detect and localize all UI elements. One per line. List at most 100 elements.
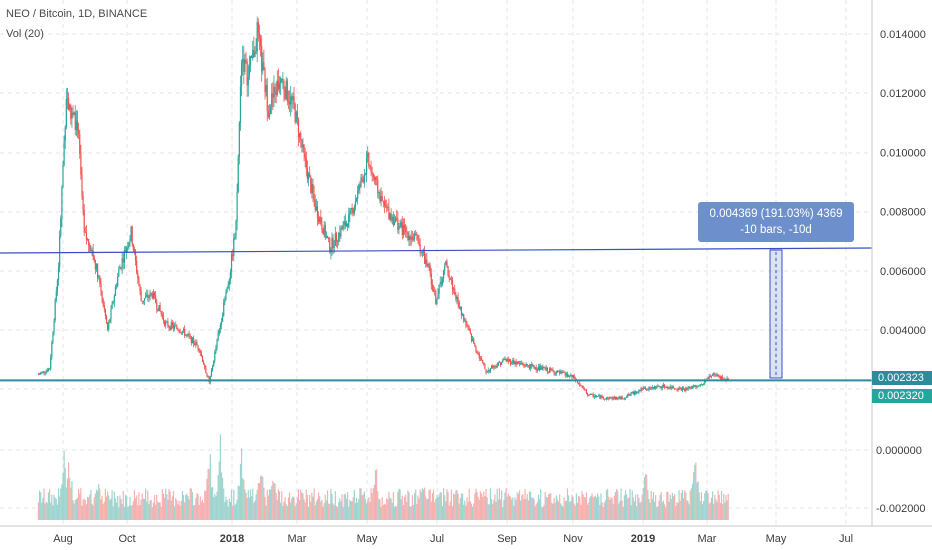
candle-body [565,373,567,376]
volume-bar [285,504,287,520]
volume-bar [148,503,150,520]
candle-body [59,235,61,268]
volume-bar [580,504,582,520]
volume-bar [564,501,566,520]
candle-body [177,328,179,331]
volume-bar [520,500,522,520]
candle-body [658,385,660,387]
volume-bar [128,506,130,520]
candle-body [446,261,448,267]
candle-body [524,365,526,367]
volume-bar [236,499,238,520]
volume-bar [96,490,99,520]
candle-body [714,373,716,375]
candle-body [94,259,96,270]
volume-bar [612,503,614,520]
volume-bar [685,492,687,520]
volume-bar [171,496,173,520]
candle-body [76,121,79,131]
candle-body [45,370,47,373]
volume-bar [240,448,243,520]
candle-body [332,237,334,249]
candle-body [88,239,90,246]
volume-bar [617,490,619,520]
candle-body [543,367,545,368]
volume-bar [572,497,574,520]
volume-bar [513,505,515,520]
candle-body [109,319,111,323]
candle-body [300,132,302,141]
volume-bar [503,499,505,520]
volume-bar [267,495,269,520]
volume-bar [605,490,608,520]
candle-body [649,386,651,388]
volume-bar [691,483,694,520]
measure-callout-line1: 0.004369 (191.03%) 4369 [709,208,843,220]
candle-body [216,339,218,348]
candle-body [467,325,469,329]
candle-body [262,62,264,72]
volume-bar [515,499,517,520]
candle-body [297,119,300,138]
volume-bar [677,502,679,520]
candle-body [316,206,319,219]
volume-bar [715,499,717,520]
volume-bar [570,500,572,520]
volume-bar [585,492,588,520]
candle-body [89,245,91,251]
candle-body [122,258,124,263]
volume-bar [352,497,354,520]
candle-body [374,177,377,180]
candle-body [480,358,483,360]
volume-bar [351,501,353,520]
volume-bar [447,492,449,520]
candle-body [218,329,220,335]
volume-bar [450,489,453,520]
candle-body [199,350,201,353]
volume-bar [271,485,273,520]
volume-bar [482,496,484,520]
volume-bar [442,488,445,520]
candle-body [624,397,627,399]
volume-bar [105,496,108,520]
candle-body [345,223,348,226]
volume-bar [522,494,524,520]
volume-bar [550,493,552,520]
candle-body [74,112,76,131]
volume-bar [657,506,659,520]
volume-bar [255,494,257,520]
candle-body [718,375,720,377]
candle-body [303,144,305,154]
volume-bar [89,494,91,520]
candle-body [552,369,554,371]
candle-body [284,90,286,99]
volume-bar [246,498,248,520]
candle-body [363,174,365,183]
candle-body [405,228,407,232]
volume-bar [314,505,316,520]
volume-bar [624,490,627,520]
candle-body [368,153,370,166]
volume-bar [59,496,61,520]
candle-body [617,398,619,400]
volume-bar [436,494,438,520]
volume-bar [622,506,624,520]
candle-body [265,84,267,92]
volume-bar [543,504,545,520]
candle-body [703,383,705,385]
candle-body [71,112,73,119]
volume-bar [549,493,551,520]
candle-body [229,271,232,280]
candle-body [687,387,689,390]
candle-body [613,397,615,399]
candle-body [588,394,590,396]
volume-bar [511,499,513,520]
candle-body [536,369,538,371]
volume-bar [275,493,277,520]
candle-body [339,232,341,237]
candle-body [131,226,133,245]
candle-body [44,372,46,374]
volume-bar [205,491,207,520]
volume-bar [88,497,90,520]
volume-bar [86,497,89,520]
